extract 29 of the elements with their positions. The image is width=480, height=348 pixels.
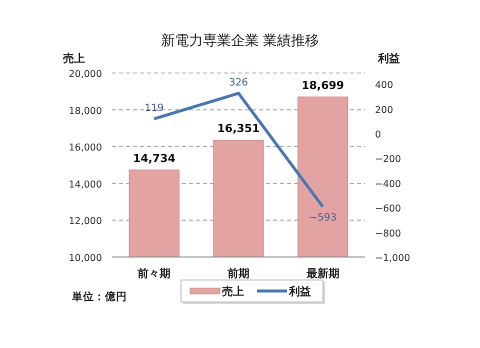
y2-tick-label: −200 xyxy=(375,154,402,166)
chart-title: 新電力専業企業 業績推移 xyxy=(160,33,320,49)
y2-tick-label: 0 xyxy=(375,130,382,141)
text: 単位：億円 xyxy=(71,290,127,303)
data-label: 16,351 xyxy=(217,122,260,136)
y-tick-label: 10,000 xyxy=(68,253,102,264)
y-tick-label: 20,000 xyxy=(68,69,102,80)
y2-tick-label: −400 xyxy=(375,178,402,190)
x-tick-label: 前期 xyxy=(226,267,250,280)
y2-axis-title: 利益 xyxy=(377,52,400,65)
legend-label: 利益 xyxy=(288,285,311,298)
y2-tick-label: −800 xyxy=(375,228,402,240)
y-tick-label: 14,000 xyxy=(68,179,102,190)
x-tick-label: 前々期 xyxy=(136,267,171,280)
y-tick-label: 18,000 xyxy=(68,106,102,117)
y-tick-label: 12,000 xyxy=(68,216,102,228)
data-label: 119 xyxy=(144,102,164,114)
y2-tick-label: 400 xyxy=(375,80,394,92)
y2-tick-label: 200 xyxy=(375,104,394,116)
x-tick-label: 最新期 xyxy=(305,267,340,280)
y-axis-title: 売上 xyxy=(63,52,85,65)
y-tick-label: 16,000 xyxy=(68,142,102,154)
data-label: 18,699 xyxy=(302,78,344,92)
data-label: 14,734 xyxy=(132,152,176,165)
data-label: 326 xyxy=(228,77,248,88)
y2-tick-label: −600 xyxy=(375,204,402,215)
data-label: −593 xyxy=(309,212,337,224)
y2-tick-label: −1,000 xyxy=(375,253,410,264)
legend-label: 売上 xyxy=(222,285,244,298)
